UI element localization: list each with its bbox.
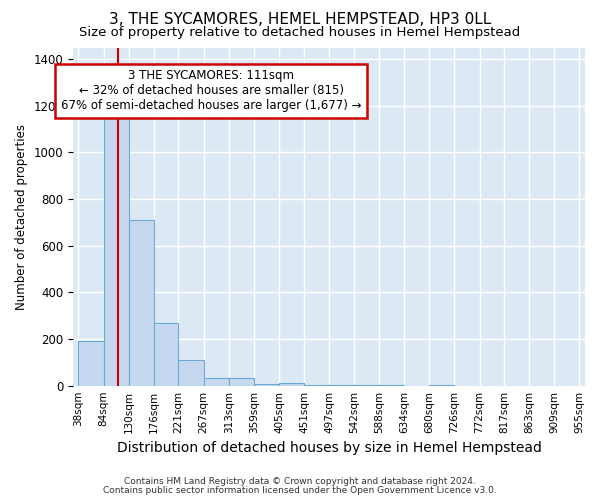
Bar — [229, 378, 254, 386]
Text: Contains HM Land Registry data © Crown copyright and database right 2024.: Contains HM Land Registry data © Crown c… — [124, 477, 476, 486]
Bar — [104, 118, 129, 386]
X-axis label: Distribution of detached houses by size in Hemel Hempstead: Distribution of detached houses by size … — [116, 441, 541, 455]
Bar — [154, 322, 178, 386]
Bar — [254, 384, 279, 386]
Bar — [279, 384, 304, 386]
Bar — [203, 378, 229, 386]
Y-axis label: Number of detached properties: Number of detached properties — [15, 124, 28, 310]
Text: 3 THE SYCAMORES: 111sqm
← 32% of detached houses are smaller (815)
67% of semi-d: 3 THE SYCAMORES: 111sqm ← 32% of detache… — [61, 70, 362, 112]
Bar — [129, 220, 154, 386]
Bar — [79, 342, 104, 386]
Text: Size of property relative to detached houses in Hemel Hempstead: Size of property relative to detached ho… — [79, 26, 521, 39]
Bar — [304, 385, 329, 386]
Bar — [178, 360, 203, 386]
Text: 3, THE SYCAMORES, HEMEL HEMPSTEAD, HP3 0LL: 3, THE SYCAMORES, HEMEL HEMPSTEAD, HP3 0… — [109, 12, 491, 28]
Text: Contains public sector information licensed under the Open Government Licence v3: Contains public sector information licen… — [103, 486, 497, 495]
